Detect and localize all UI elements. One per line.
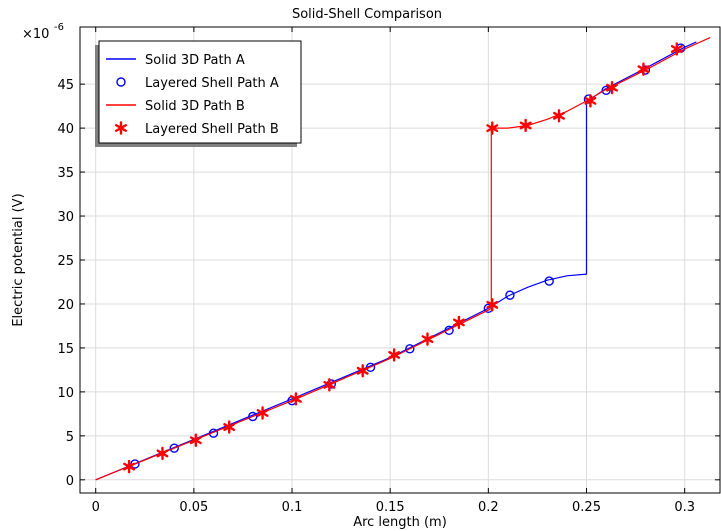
data-point	[519, 118, 532, 133]
legend-label: Solid 3D Path A	[145, 53, 245, 68]
data-point	[388, 348, 401, 362]
legend-swatch	[116, 77, 126, 87]
series-2	[130, 43, 686, 469]
data-point	[356, 364, 369, 378]
y-tick-label: 45	[57, 78, 74, 93]
legend-entries: Solid 3D Path A Layered Shell Path A Solid…	[106, 53, 279, 137]
y-multiplier: ×10 -6	[22, 22, 64, 42]
x-tick-label: 0.05	[179, 500, 208, 515]
x-tick-label: 0	[92, 500, 100, 515]
data-point	[208, 428, 219, 438]
legend-box	[98, 40, 302, 144]
series-line	[95, 37, 711, 481]
data-point	[486, 298, 499, 312]
axis-ticks	[80, 27, 720, 493]
y-multiplier-exponent: -6	[54, 22, 64, 33]
y-tick-label: 15	[57, 342, 74, 357]
series-1	[95, 41, 697, 481]
x-tick-label: 0.3	[674, 500, 695, 515]
x-axis-title: Arc length (m)	[353, 515, 447, 530]
legend-swatch	[115, 121, 127, 135]
data-point	[130, 459, 140, 469]
y-tick-label: 35	[57, 166, 74, 181]
x-tick-labels: 0 0.05 0.1 0.15 0.2 0.25 0.3	[92, 500, 695, 515]
y-tick-label: 0	[66, 474, 74, 489]
x-tick-label: 0.1	[282, 500, 303, 515]
series-4	[123, 42, 683, 474]
y-axis-title: Electric potential (V)	[11, 193, 26, 326]
data-point	[601, 85, 611, 96]
legend-label: Layered Shell Path B	[145, 122, 279, 137]
x-tick-label: 0.25	[572, 500, 601, 515]
y-tick-label: 25	[57, 254, 74, 269]
data-point	[606, 80, 618, 95]
data-point	[123, 459, 136, 474]
legend-item: Solid 3D Path B	[106, 99, 245, 114]
series-layer	[95, 37, 711, 481]
data-point	[256, 406, 269, 420]
x-tick-label: 0.2	[478, 500, 499, 515]
legend-item: Layered Shell Path A	[116, 76, 279, 91]
data-point	[156, 446, 169, 461]
data-point	[584, 94, 597, 108]
data-point	[405, 344, 415, 354]
data-point	[223, 420, 236, 434]
data-point	[486, 121, 499, 135]
y-tick-label: 40	[57, 122, 74, 137]
legend: Solid 3D Path A Layered Shell Path A Solid…	[95, 40, 302, 147]
data-point	[421, 332, 434, 346]
data-point	[544, 276, 554, 286]
legend-label: Solid 3D Path B	[145, 99, 245, 114]
data-point	[323, 378, 336, 392]
data-point	[189, 433, 202, 447]
legend-label: Layered Shell Path A	[145, 76, 279, 91]
legend-item: Solid 3D Path A	[106, 53, 245, 68]
data-point	[169, 443, 179, 453]
y-tick-label: 5	[66, 430, 74, 445]
data-point	[505, 290, 515, 300]
data-point	[452, 315, 465, 330]
x-tick-label: 0.15	[376, 500, 405, 515]
y-tick-label: 20	[57, 298, 74, 313]
data-point	[670, 42, 683, 56]
y-tick-labels: 0 5 10 15 20 25 30 35 40 45	[57, 78, 74, 489]
series-line	[95, 41, 697, 481]
y-tick-label: 10	[57, 386, 74, 401]
series-3	[95, 37, 711, 481]
legend-item: Layered Shell Path B	[115, 121, 279, 137]
data-point	[637, 62, 650, 76]
y-multiplier-base: ×10	[22, 27, 49, 42]
data-point	[248, 411, 258, 422]
y-tick-label: 30	[57, 210, 74, 225]
data-point	[444, 325, 454, 336]
chart-title: Solid-Shell Comparison	[292, 7, 442, 22]
data-point	[553, 109, 565, 123]
data-point	[289, 392, 302, 406]
